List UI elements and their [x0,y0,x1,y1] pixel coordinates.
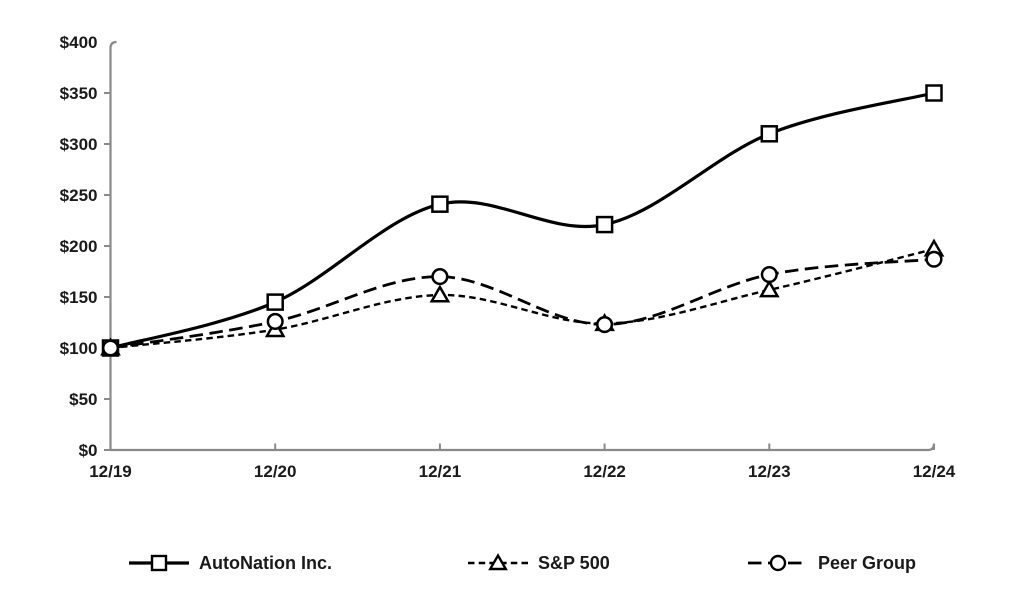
y-tick-label: $50 [69,390,97,409]
square-marker [266,293,284,311]
line-chart-canvas: $400 $350 $300 $250 $200 $150 $100 $50 $0 12/19 12… [60,33,956,481]
square-marker [150,554,168,572]
tick-marks [104,92,935,451]
series-line-s-p-500 [110,247,935,350]
circle-marker [266,312,284,331]
legend-label-peer-group: Peer Group [818,552,917,573]
x-tick-label: 12/24 [913,462,956,481]
y-tick-label: $300 [60,135,98,154]
circle-marker [431,268,449,286]
peer-group-legend-swatch [748,554,808,572]
legend-marker-group [488,553,508,571]
y-tick-label: $250 [60,186,98,205]
circle-marker [760,266,778,284]
y-tick-label: $150 [60,288,98,307]
x-axis [110,443,936,452]
y-tick-label: $100 [60,339,98,358]
triangle-marker [758,279,780,298]
axes [109,40,936,452]
tick-labels: $400 $350 $300 $250 $200 $150 $100 $50 $0 12/19 12… [60,33,956,481]
x-tick-label: 12/23 [748,462,791,481]
series-line-peer-group [110,257,935,350]
legend-label-autonation: AutoNation Inc. [199,552,332,573]
circle-marker [101,339,120,357]
square-marker [431,195,449,213]
square-marker [925,84,943,102]
square-marker [595,215,614,234]
square-marker [760,125,779,143]
circle-marker [925,250,943,268]
series-peer-group [101,250,943,357]
y-tick-label: $350 [60,84,98,103]
legend-item-autonation: AutoNation Inc. [128,549,332,577]
y-tick-label: $200 [60,237,98,256]
legend-marker-group [150,554,168,572]
series-s-p-500 [100,238,945,356]
legend-item-peer-group: Peer Group [747,549,916,577]
x-tick-label: 12/21 [419,462,462,481]
legend-label-sp500: S&P 500 [538,552,610,573]
y-axis [109,40,117,450]
legend-item-sp500: S&P 500 [467,549,610,577]
y-tick-label: $400 [60,33,98,52]
x-tick-label: 12/19 [89,462,132,481]
series-autonation-inc [101,84,943,357]
legend-marker-group [769,554,787,572]
triangle-marker [429,284,451,303]
series-line-autonation-inc [110,91,935,350]
triangle-marker [488,553,508,571]
x-tick-label: 12/20 [254,462,297,481]
y-tick-label: $0 [79,441,98,460]
chart-legend: AutoNation Inc. S&P 500 Peer Group [0,549,1029,577]
x-tick-label: 12/22 [583,462,626,481]
sp500-legend-swatch [468,553,528,571]
circle-marker [596,315,614,334]
circle-marker [769,554,787,572]
autonation-legend-swatch [129,554,189,572]
